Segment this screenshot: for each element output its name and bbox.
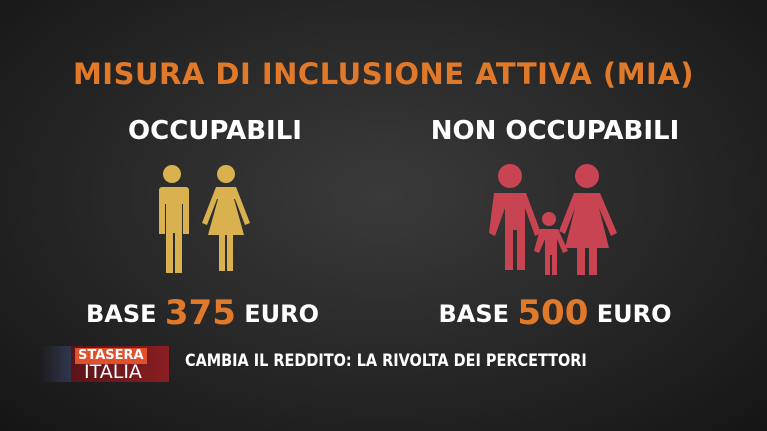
- banner-stripe: [40, 346, 71, 382]
- currency: EURO: [596, 300, 672, 328]
- occupabili-heading: OCCUPABILI: [128, 116, 302, 146]
- news-ticker: CAMBIA IL REDDITO: LA RIVOLTA DEI PERCET…: [185, 351, 587, 371]
- headline: MISURA DI INCLUSIONE ATTIVA (MIA): [72, 57, 695, 91]
- man-woman-icon: [158, 165, 250, 273]
- base-label: BASE: [85, 300, 157, 328]
- non-occupabili-heading: NON OCCUPABILI: [430, 116, 680, 146]
- occupabili-base: BASE 375 EURO: [80, 293, 325, 333]
- amount: 500: [517, 293, 589, 333]
- family-icon: [489, 164, 617, 275]
- currency: EURO: [244, 300, 319, 328]
- logo-bottom-text: ITALIA: [84, 361, 142, 383]
- non-occupabili-base: BASE 500 EURO: [425, 293, 685, 333]
- logo-top-text: STASERA: [75, 348, 147, 364]
- base-label: BASE: [438, 300, 510, 328]
- amount: 375: [164, 293, 236, 333]
